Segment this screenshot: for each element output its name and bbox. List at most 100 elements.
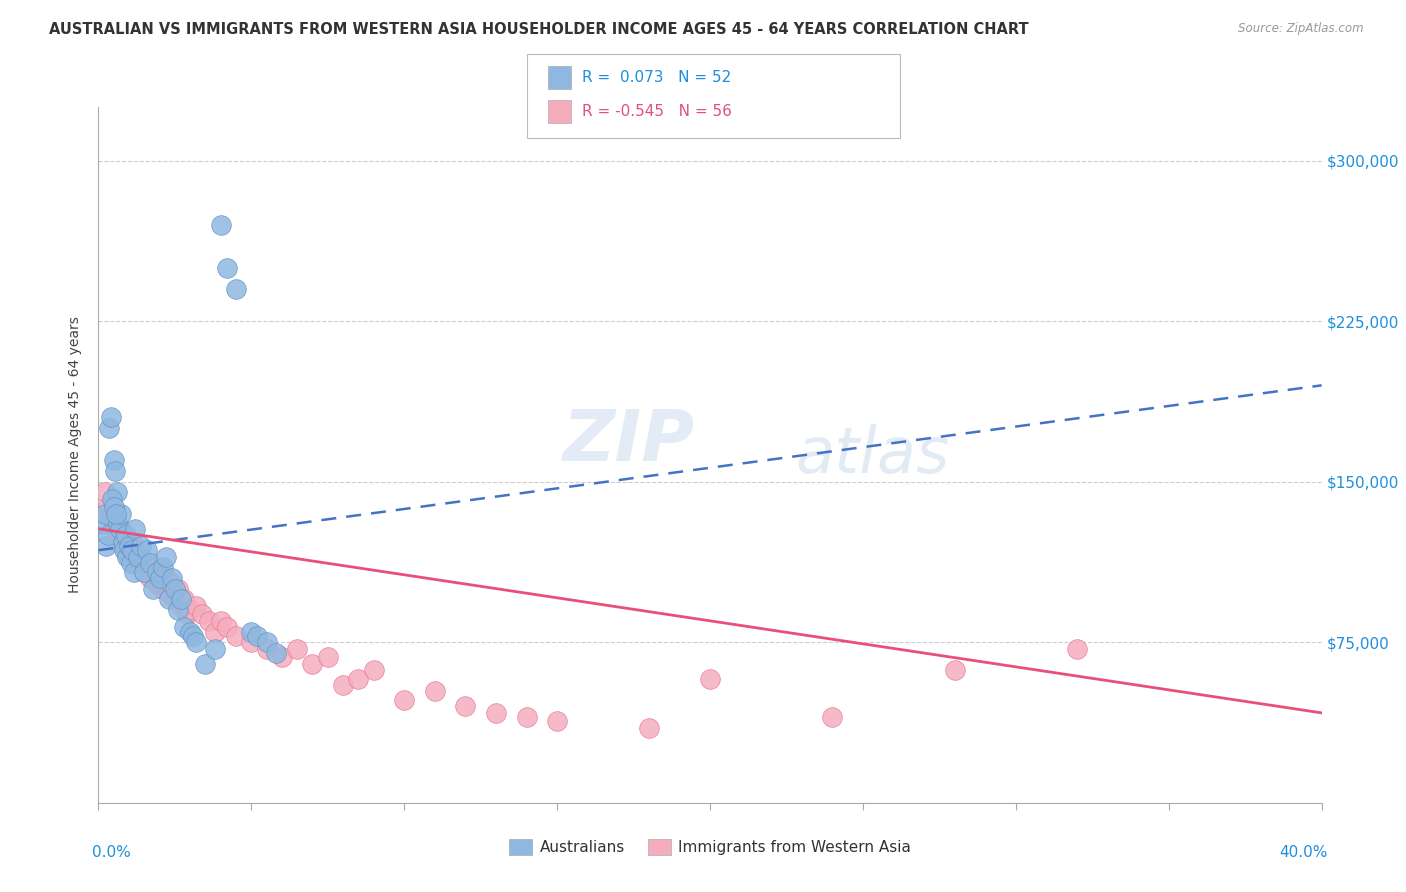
Point [186,599,208,613]
Point [120,556,142,570]
Point [256,635,278,649]
Point [215,260,238,275]
Point [392,693,416,707]
Point [111,539,134,553]
Point [149,571,172,585]
Point [136,543,159,558]
Point [943,663,966,677]
Point [108,522,131,536]
Point [204,641,226,656]
Point [176,607,198,622]
Point [454,699,477,714]
Point [191,607,214,622]
Point [145,577,167,591]
Point [332,678,354,692]
Text: Source: ZipAtlas.com: Source: ZipAtlas.com [1239,22,1364,36]
Point [105,485,128,500]
Point [129,549,152,564]
Point [134,565,156,579]
Point [179,603,201,617]
Point [301,657,323,671]
Point [118,539,141,553]
Point [546,714,568,729]
Text: R = -0.545   N = 56: R = -0.545 N = 56 [582,104,733,120]
Point [100,507,122,521]
Point [347,672,370,686]
Point [163,582,186,596]
Legend: Australians, Immigrants from Western Asia: Australians, Immigrants from Western Asi… [503,833,917,862]
Text: ZIP: ZIP [564,407,696,475]
Point [124,522,146,536]
Text: 40.0%: 40.0% [1279,845,1327,860]
Point [118,549,141,564]
Text: 0.0%: 0.0% [93,845,131,860]
Point [194,657,217,671]
Point [167,603,190,617]
Point [100,410,122,425]
Point [209,218,232,232]
Point [225,282,247,296]
Point [157,592,180,607]
Point [103,500,125,515]
Point [170,592,193,607]
Point [256,641,278,656]
Point [160,571,183,585]
Point [110,507,132,521]
Y-axis label: Householder Income Ages 45 - 64 years: Householder Income Ages 45 - 64 years [69,317,83,593]
Point [127,556,149,570]
Point [215,620,238,634]
Point [209,614,232,628]
Point [1066,641,1088,656]
Point [97,500,120,515]
Text: R =  0.073   N = 52: R = 0.073 N = 52 [582,70,731,86]
Point [157,586,180,600]
Point [121,543,143,558]
Point [136,556,159,570]
Point [122,565,145,579]
Point [97,528,120,542]
Point [103,517,125,532]
Point [134,565,156,579]
Point [821,710,844,724]
Point [423,684,446,698]
Point [155,571,177,585]
Point [115,543,138,558]
Point [186,635,208,649]
Point [264,646,287,660]
Point [155,549,177,564]
Point [127,549,149,564]
Point [167,582,190,596]
Point [204,624,226,639]
Point [117,549,139,564]
Text: atlas: atlas [796,424,950,486]
Point [101,491,124,506]
Point [170,599,193,613]
Point [270,650,294,665]
Point [121,534,143,549]
Point [108,522,131,536]
Point [124,543,146,558]
Point [107,517,129,532]
Point [316,650,339,665]
Point [145,565,167,579]
Point [142,560,165,574]
Point [152,582,174,596]
Point [139,571,162,585]
Point [105,528,128,542]
Point [179,624,201,639]
Point [173,592,195,607]
Point [129,539,152,553]
Point [105,507,128,521]
Point [152,560,174,574]
Point [363,663,385,677]
Point [93,507,115,521]
Point [139,556,162,570]
Point [246,629,269,643]
Point [112,543,135,558]
Point [173,620,195,634]
Point [94,539,117,553]
Point [149,565,172,579]
Point [240,635,263,649]
Point [197,614,219,628]
Point [699,672,721,686]
